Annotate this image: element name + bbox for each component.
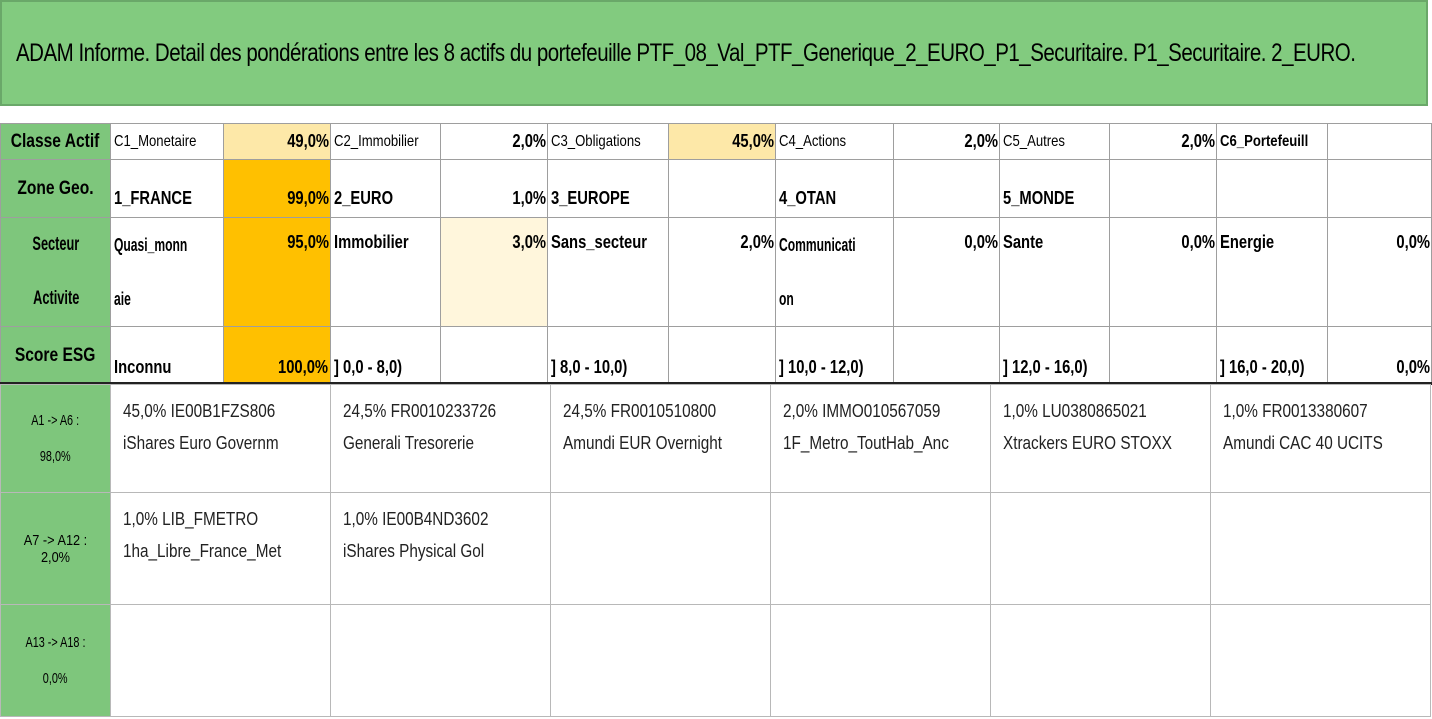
classe-pct-c4: 2,0% xyxy=(892,123,1001,160)
header-secteur-activite: Secteur Activite xyxy=(0,217,111,327)
zone-label-4: 4_OTAN xyxy=(774,159,894,218)
zone-pct-5 xyxy=(1109,159,1217,218)
header-zone-geo: Zone Geo. xyxy=(0,159,111,218)
esg-label-4: ] 10,0 - 12,0) xyxy=(774,326,894,385)
classe-label-c1: C1_Monetaire xyxy=(109,123,224,160)
header-classe-actif: Classe Actif xyxy=(0,123,111,160)
asset-cell xyxy=(550,604,771,717)
esg-label-2: ] 0,0 - 8,0) xyxy=(329,326,442,385)
asset-cell xyxy=(1210,604,1431,717)
esg-label-5: ] 12,0 - 16,0) xyxy=(999,326,1111,385)
asset-cell: 1,0% IE00B4ND3602 iShares Physical Gol xyxy=(330,492,551,605)
secteur-label-3: Sans_secteur xyxy=(546,217,669,327)
esg-label-3: ] 8,0 - 10,0) xyxy=(546,326,669,385)
classe-label-c4: C4_Actions xyxy=(774,123,894,160)
secteur-pct-3: 2,0% xyxy=(667,217,776,327)
assets-row-a13-a18: A13 -> A18 :0,0% xyxy=(0,604,1431,717)
classe-label-c5: C5_Autres xyxy=(999,123,1111,160)
assets-row-a1-a6: A1 -> A6 :98,0% 45,0% IE00B1FZS806 iShare… xyxy=(0,384,1431,493)
zone-label-5: 5_MONDE xyxy=(999,159,1111,218)
zone-pct-4 xyxy=(892,159,1001,218)
asset-cell xyxy=(550,492,771,605)
secteur-pct-1: 95,0% xyxy=(222,217,331,327)
asset-cell: 2,0% IMMO010567059 1F_Metro_ToutHab_Anc xyxy=(770,384,991,493)
asset-cell xyxy=(770,604,991,717)
esg-pct-6: 0,0% xyxy=(1327,326,1432,385)
classe-label-c3: C3_Obligations xyxy=(546,123,669,160)
classe-pct-c1: 49,0% xyxy=(222,123,331,160)
zone-label-1: 1_FRANCE xyxy=(109,159,224,218)
secteur-label-6: Energie xyxy=(1215,217,1329,327)
classe-pct-c5: 2,0% xyxy=(1109,123,1217,160)
asset-cell xyxy=(770,492,991,605)
secteur-pct-2: 3,0% xyxy=(440,217,548,327)
report-title: ADAM Informe. Detail des pondérations en… xyxy=(0,0,1428,106)
asset-cell: 24,5% FR0010510800 Amundi EUR Overnight xyxy=(550,384,771,493)
secteur-label-1: Quasi_monn aie xyxy=(109,217,224,327)
asset-cell xyxy=(110,604,331,717)
assets-header-a13-a18: A13 -> A18 :0,0% xyxy=(0,604,111,717)
asset-cell xyxy=(990,492,1211,605)
zone-label-2: 2_EURO xyxy=(329,159,442,218)
row-score-esg: Score ESG Inconnu 100,0% ] 0,0 - 8,0) ] … xyxy=(0,326,1432,385)
asset-cell xyxy=(990,604,1211,717)
classe-pct-c3: 45,0% xyxy=(667,123,776,160)
zone-pct-1: 99,0% xyxy=(222,159,331,218)
secteur-pct-6: 0,0% xyxy=(1327,217,1432,327)
assets-table: A1 -> A6 :98,0% 45,0% IE00B1FZS806 iShare… xyxy=(0,384,1431,717)
weights-summary-table: Classe Actif C1_Monetaire 49,0% C2_Immob… xyxy=(0,123,1432,385)
zone-label-3: 3_EUROPE xyxy=(546,159,669,218)
classe-pct-c6 xyxy=(1327,123,1432,160)
row-secteur-activite: Secteur Activite Quasi_monn aie 95,0% Immo… xyxy=(0,217,1432,327)
assets-header-a1-a6: A1 -> A6 :98,0% xyxy=(0,384,111,493)
classe-label-c2: C2_Immobilier xyxy=(329,123,442,160)
secteur-label-5: Sante xyxy=(999,217,1111,327)
classe-label-c6: C6_Portefeuill xyxy=(1215,123,1329,160)
esg-label-1: Inconnu xyxy=(109,326,224,385)
esg-label-6: ] 16,0 - 20,0) xyxy=(1215,326,1329,385)
zone-pct-6 xyxy=(1327,159,1432,218)
esg-pct-4 xyxy=(892,326,1001,385)
header-score-esg: Score ESG xyxy=(0,326,111,385)
row-classe-actif: Classe Actif C1_Monetaire 49,0% C2_Immob… xyxy=(0,123,1432,160)
secteur-pct-5: 0,0% xyxy=(1109,217,1217,327)
secteur-label-2: Immobilier xyxy=(329,217,442,327)
asset-cell: 45,0% IE00B1FZS806 iShares Euro Governm xyxy=(110,384,331,493)
classe-pct-c2: 2,0% xyxy=(440,123,548,160)
esg-pct-1: 100,0% xyxy=(222,326,331,385)
esg-pct-5 xyxy=(1109,326,1217,385)
esg-pct-3 xyxy=(667,326,776,385)
zone-pct-3 xyxy=(667,159,776,218)
section-divider xyxy=(0,382,1432,385)
row-zone-geo: Zone Geo. 1_FRANCE 99,0% 2_EURO 1,0% 3_E… xyxy=(0,159,1432,218)
asset-cell: 24,5% FR0010233726 Generali Tresorerie xyxy=(330,384,551,493)
asset-cell xyxy=(330,604,551,717)
assets-header-a7-a12: A7 -> A12 : 2,0% xyxy=(0,492,111,605)
zone-pct-2: 1,0% xyxy=(440,159,548,218)
asset-cell: 1,0% LU0380865021 Xtrackers EURO STOXX xyxy=(990,384,1211,493)
esg-pct-2 xyxy=(440,326,548,385)
secteur-pct-4: 0,0% xyxy=(892,217,1001,327)
secteur-label-4: Communicati on xyxy=(774,217,894,327)
zone-label-6 xyxy=(1215,159,1329,218)
assets-row-a7-a12: A7 -> A12 : 2,0% 1,0% LIB_FMETRO 1ha_Libr… xyxy=(0,492,1431,605)
asset-cell xyxy=(1210,492,1431,605)
asset-cell: 1,0% FR0013380607 Amundi CAC 40 UCITS xyxy=(1210,384,1431,493)
asset-cell: 1,0% LIB_FMETRO 1ha_Libre_France_Met xyxy=(110,492,331,605)
